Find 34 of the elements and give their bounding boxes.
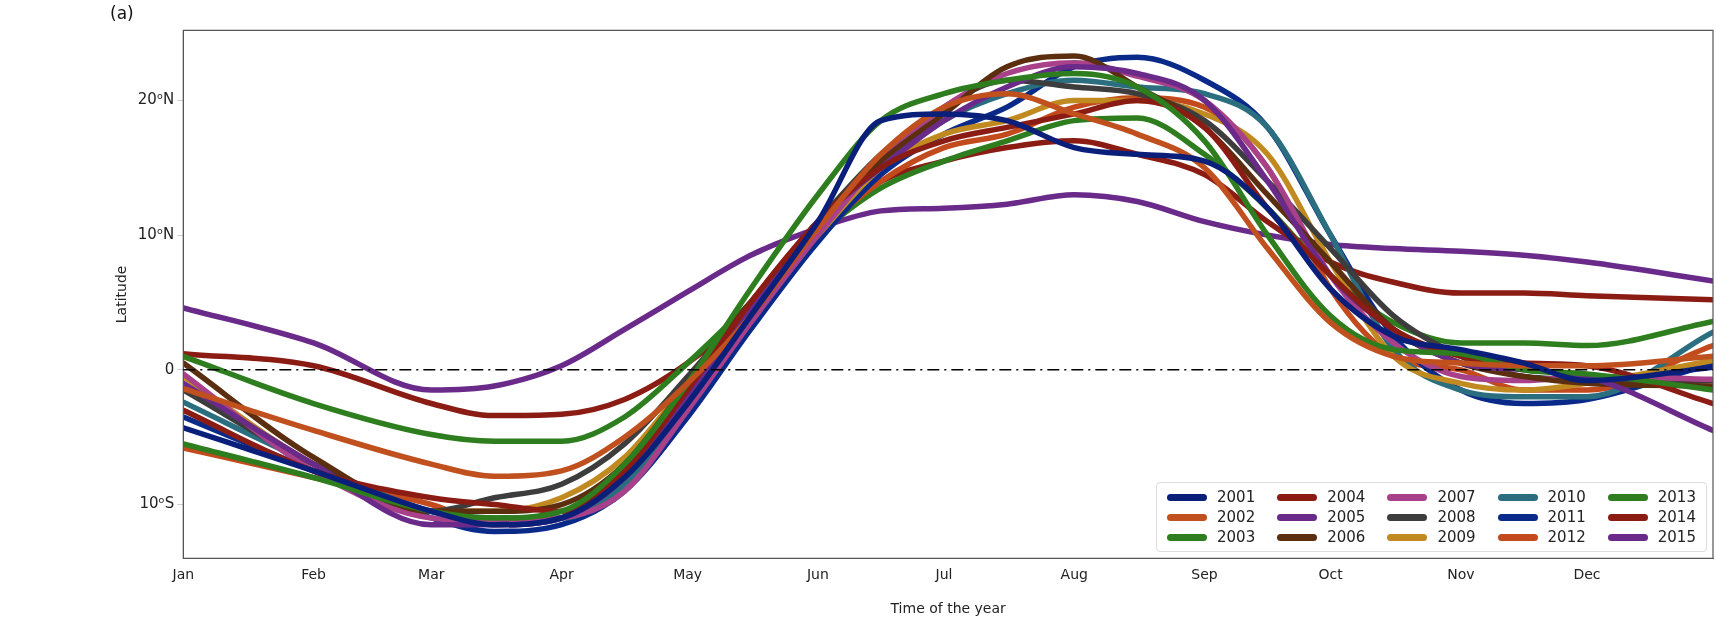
legend-label: 2014	[1657, 508, 1696, 527]
legend-label: 2001	[1217, 488, 1256, 507]
x-tick-label: Oct	[1318, 566, 1344, 583]
legend-label: 2004	[1327, 488, 1366, 507]
x-axis-title: Time of the year	[889, 600, 1007, 617]
legend-label: 2012	[1547, 528, 1586, 547]
legend-label: 2005	[1327, 508, 1366, 527]
x-tick-label: Aug	[1060, 566, 1088, 583]
y-tick-label: 10ᵒN	[137, 225, 175, 244]
y-tick-label: 10ᵒS	[139, 494, 175, 513]
y-axis-title: Latitude	[113, 265, 130, 324]
legend-label: 2011	[1547, 508, 1586, 527]
legend-label: 2008	[1437, 508, 1476, 527]
legend-label: 2013	[1657, 488, 1696, 507]
chart-title: (a)	[110, 2, 134, 23]
x-tick-label: Jul	[934, 566, 953, 583]
legend-label: 2009	[1437, 528, 1476, 547]
legend-label: 2003	[1217, 528, 1256, 547]
x-tick-label: Mar	[418, 566, 445, 583]
legend-label: 2015	[1657, 528, 1696, 547]
x-tick-label: Feb	[301, 566, 327, 583]
x-tick-label: Jun	[805, 566, 829, 583]
x-tick-label: Jan	[171, 566, 195, 583]
legend-label: 2010	[1547, 488, 1586, 507]
x-tick-label: May	[673, 566, 703, 583]
x-tick-label: Apr	[549, 566, 574, 583]
legend-label: 2002	[1217, 508, 1256, 527]
y-tick-label: 20ᵒN	[137, 90, 175, 109]
x-tick-label: Sep	[1191, 566, 1218, 583]
x-tick-label: Nov	[1447, 566, 1475, 583]
y-tick-label: 0	[164, 359, 175, 378]
legend-label: 2006	[1327, 528, 1366, 547]
x-tick-label: Dec	[1573, 566, 1601, 583]
legend-label: 2007	[1437, 488, 1476, 507]
